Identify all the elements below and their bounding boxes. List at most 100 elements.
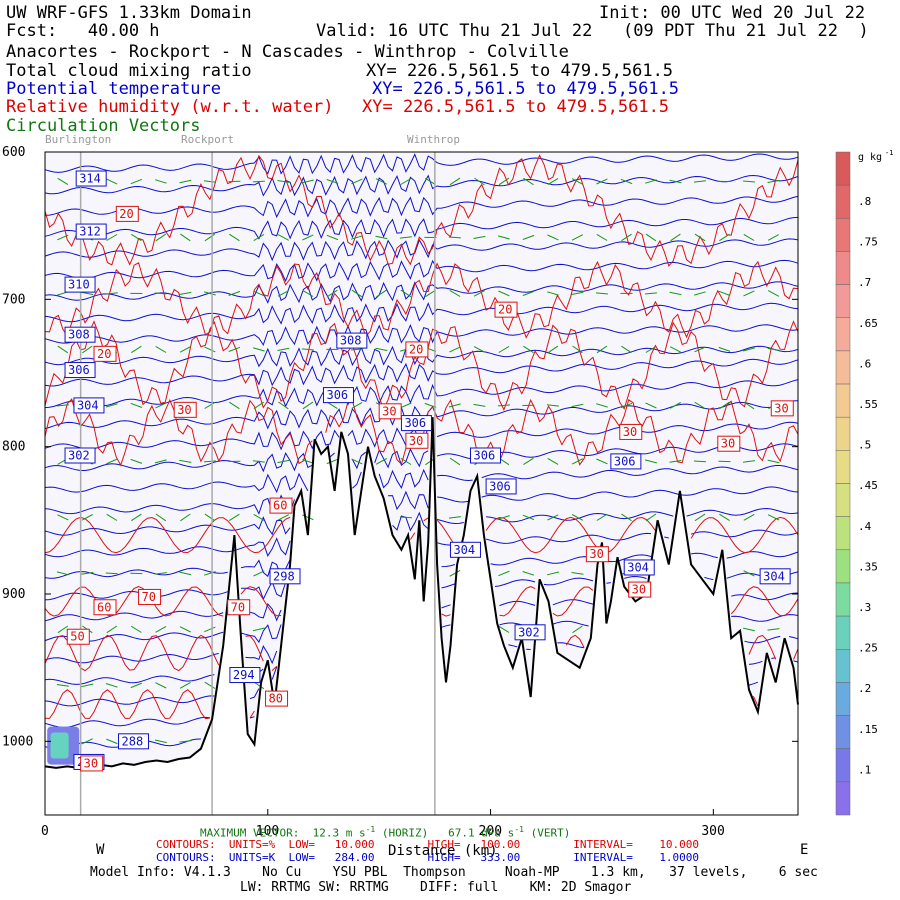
field-theta-label: Potential temperature — [6, 79, 221, 99]
circulation-vector — [742, 627, 755, 632]
theta-contour — [44, 302, 799, 325]
theta-contour-label: 306 — [404, 416, 426, 430]
circulation-vector — [743, 513, 755, 521]
theta-contour-label: 310 — [68, 278, 90, 292]
field-rh-xy: XY= 226.5,561.5 to 479.5,561.5 — [362, 97, 670, 117]
circulation-vector — [669, 346, 682, 353]
theta-contour-label-box — [73, 397, 105, 414]
circulation-vector — [326, 179, 339, 184]
theta-contour-label: 302 — [518, 625, 540, 639]
circulation-vector — [644, 292, 657, 295]
circulation-vector — [203, 180, 216, 183]
colorbar-swatch — [835, 151, 851, 186]
circulation-vector — [620, 178, 633, 185]
circulation-vector — [228, 290, 241, 296]
circulation-vector — [130, 625, 142, 633]
circulation-vector — [621, 513, 632, 522]
circulation-vector — [56, 684, 69, 687]
circulation-vector — [180, 513, 191, 522]
rh-contour-label: 50 — [70, 630, 84, 644]
rh-contour-label: 60 — [273, 499, 287, 513]
theta-contour — [44, 507, 799, 536]
theta-contour-label: 308 — [340, 334, 362, 348]
rh-contour-label: 30 — [409, 434, 423, 448]
cross-section-route: Anacortes - Rockport - N Cascades - Wint… — [6, 42, 569, 62]
circulation-vector — [81, 683, 94, 688]
circulation-vector — [327, 401, 338, 410]
circulation-vector — [644, 459, 657, 464]
circulation-vector — [767, 628, 780, 631]
circulation-vector — [473, 403, 486, 407]
circulation-vector — [351, 178, 363, 185]
circulation-vector — [130, 178, 143, 185]
circulation-vector — [669, 402, 681, 409]
rh-contour-label-box — [93, 345, 117, 362]
circulation-vector — [82, 345, 93, 354]
rh-contour-label-box — [494, 301, 518, 318]
circulation-vector — [154, 292, 167, 295]
theta-contour-label: 298 — [273, 569, 295, 583]
theta-contour — [44, 216, 799, 240]
rh-contour-label: 30 — [632, 583, 646, 597]
rh-contour-label-box — [115, 205, 139, 222]
circulation-vector — [596, 345, 608, 354]
theta-contour-label-box — [64, 447, 96, 464]
colorbar-label: .45 — [858, 479, 878, 492]
circulation-vector — [571, 291, 584, 295]
theta-contour-label: 312 — [79, 225, 101, 239]
theta-contour — [44, 174, 799, 197]
rh-contour-label: 70 — [231, 600, 245, 614]
rh-contour-label-box — [66, 628, 90, 645]
circulation-vector — [670, 233, 681, 242]
circulation-vector — [473, 346, 485, 353]
circulation-vector — [204, 401, 216, 409]
x-tick-label: 100 — [256, 824, 279, 839]
max-vector-info: MAXIMUM VECTOR: 12.3 m s-1 (HORIZ) 67.1 … — [200, 825, 570, 840]
field-rh-label: Relative humidity (w.r.t. water) — [6, 97, 334, 117]
circulation-vector — [473, 290, 485, 297]
circulation-vector — [693, 460, 707, 463]
circulation-vector — [302, 401, 314, 410]
circulation-vector — [179, 571, 192, 576]
circulation-vector — [375, 235, 388, 240]
circulation-vector — [399, 236, 412, 239]
colorbar-swatch — [835, 251, 851, 285]
colorbar-label: .15 — [858, 723, 878, 736]
rh-contour-label-box — [405, 432, 429, 449]
circulation-vector — [106, 625, 118, 634]
circulation-vector — [277, 290, 289, 297]
model-title: UW WRF-GFS 1.33km Domain — [6, 3, 252, 23]
forecast-hour: Fcst: 40.00 h — [6, 21, 160, 41]
circulation-vector — [547, 457, 559, 465]
rh-contour-info: CONTOURS: UNITS=% LOW= 10.000 HIGH= 100.… — [156, 838, 700, 851]
circulation-vector — [522, 514, 535, 521]
circulation-vector — [105, 292, 118, 295]
circulation-vector — [546, 571, 559, 576]
model-info: Model Info: V4.1.3 No Cu YSU PBL Thompso… — [90, 865, 818, 880]
circulation-vector — [155, 513, 167, 522]
colorbar-swatch — [835, 715, 851, 749]
circulation-vector — [203, 460, 216, 463]
circulation-vector — [154, 179, 167, 184]
west-label: W — [96, 842, 105, 858]
circulation-vector — [498, 515, 510, 520]
circulation-vector — [571, 458, 584, 465]
circulation-vector — [277, 459, 290, 464]
rh-contour-label-box — [80, 755, 104, 772]
circulation-vector — [57, 625, 69, 634]
rh-contour-label-box — [619, 423, 643, 440]
circulation-vector — [130, 458, 143, 464]
rh-contour-label-box — [585, 546, 609, 563]
theta-contour — [44, 614, 799, 644]
circulation-vector — [400, 457, 412, 465]
circulation-vector — [179, 740, 192, 743]
colorbar-label: .2 — [858, 682, 871, 695]
circulation-vector — [301, 348, 314, 351]
circulation-vector — [571, 178, 583, 185]
circulation-vector — [179, 681, 191, 689]
theta-contour — [44, 323, 799, 347]
circulation-vector — [742, 460, 755, 463]
circulation-vector — [155, 402, 167, 409]
circulation-vector — [645, 513, 657, 522]
circulation-vector — [252, 627, 265, 632]
